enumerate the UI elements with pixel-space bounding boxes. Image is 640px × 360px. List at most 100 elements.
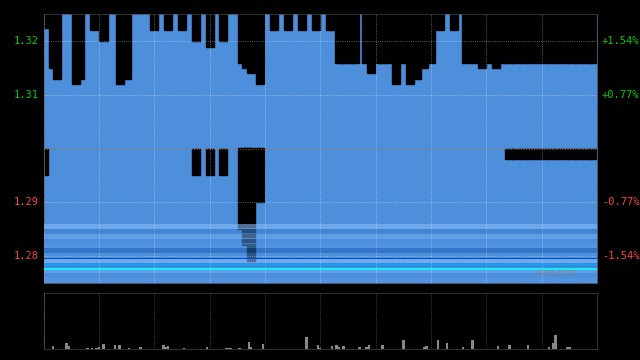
Bar: [338, 347, 340, 349]
Bar: [413, 14, 421, 79]
Bar: [229, 348, 232, 349]
Bar: [370, 348, 372, 349]
Bar: [402, 340, 404, 349]
Bar: [220, 14, 227, 41]
Bar: [499, 14, 507, 63]
Text: +0.77%: +0.77%: [602, 90, 639, 100]
Bar: [317, 345, 319, 349]
Bar: [568, 14, 576, 63]
Bar: [312, 14, 320, 31]
Bar: [91, 348, 93, 349]
Bar: [76, 14, 84, 79]
Bar: [335, 14, 343, 63]
Bar: [540, 149, 548, 159]
Bar: [205, 149, 214, 175]
Bar: [547, 149, 555, 159]
Bar: [358, 347, 361, 349]
Bar: [554, 14, 562, 63]
Bar: [568, 347, 571, 349]
Bar: [243, 148, 250, 245]
Bar: [484, 14, 493, 63]
Bar: [335, 345, 338, 349]
Bar: [225, 348, 227, 349]
Bar: [167, 346, 169, 349]
Bar: [566, 347, 568, 349]
Bar: [220, 149, 227, 175]
Bar: [513, 14, 520, 63]
Bar: [86, 347, 88, 349]
Bar: [392, 14, 401, 84]
Bar: [270, 14, 278, 31]
Text: 1.29: 1.29: [14, 197, 39, 207]
Bar: [506, 14, 513, 63]
Bar: [114, 345, 116, 349]
Bar: [513, 149, 520, 159]
Bar: [68, 346, 70, 349]
Bar: [547, 14, 555, 63]
Bar: [385, 14, 394, 63]
Bar: [519, 149, 527, 159]
Bar: [450, 14, 458, 31]
Bar: [554, 335, 557, 349]
Bar: [518, 348, 520, 349]
Bar: [367, 14, 375, 73]
Bar: [367, 345, 370, 349]
Bar: [575, 14, 582, 63]
Bar: [150, 14, 158, 31]
Bar: [351, 14, 359, 63]
Bar: [102, 344, 105, 349]
Bar: [178, 14, 186, 31]
Bar: [462, 347, 465, 349]
Bar: [326, 14, 333, 31]
Bar: [90, 14, 99, 31]
Bar: [506, 149, 513, 159]
Bar: [65, 343, 68, 349]
Bar: [399, 14, 408, 63]
Bar: [118, 345, 121, 349]
Bar: [582, 14, 589, 63]
Bar: [331, 346, 333, 349]
Bar: [540, 14, 548, 63]
Bar: [477, 14, 486, 68]
Bar: [339, 14, 348, 63]
Text: sina.com: sina.com: [536, 268, 577, 277]
Bar: [256, 148, 264, 202]
Bar: [381, 345, 384, 349]
Bar: [365, 347, 367, 349]
Bar: [526, 14, 534, 63]
Bar: [40, 14, 47, 28]
Bar: [52, 346, 54, 349]
Text: -1.54%: -1.54%: [602, 251, 639, 261]
Bar: [238, 14, 246, 63]
Bar: [262, 344, 264, 349]
Bar: [205, 14, 214, 46]
Bar: [374, 14, 382, 63]
Bar: [250, 347, 252, 349]
Bar: [72, 14, 80, 84]
Text: 1.28: 1.28: [14, 251, 39, 261]
Bar: [239, 348, 241, 349]
Bar: [436, 14, 444, 31]
Bar: [461, 14, 470, 63]
Bar: [423, 347, 425, 349]
Bar: [95, 348, 98, 349]
Bar: [164, 347, 167, 349]
Bar: [427, 14, 435, 63]
Bar: [53, 14, 61, 79]
Bar: [183, 348, 186, 349]
Bar: [472, 340, 474, 349]
Bar: [568, 149, 576, 159]
Bar: [588, 149, 596, 159]
Bar: [248, 342, 250, 349]
Bar: [140, 347, 141, 349]
Bar: [243, 14, 250, 68]
Bar: [342, 346, 344, 349]
Bar: [519, 14, 527, 63]
Bar: [533, 149, 541, 159]
Text: +1.54%: +1.54%: [602, 36, 639, 46]
Bar: [116, 14, 124, 84]
Bar: [98, 347, 100, 349]
Bar: [526, 149, 534, 159]
Bar: [552, 343, 554, 349]
Bar: [468, 14, 477, 63]
